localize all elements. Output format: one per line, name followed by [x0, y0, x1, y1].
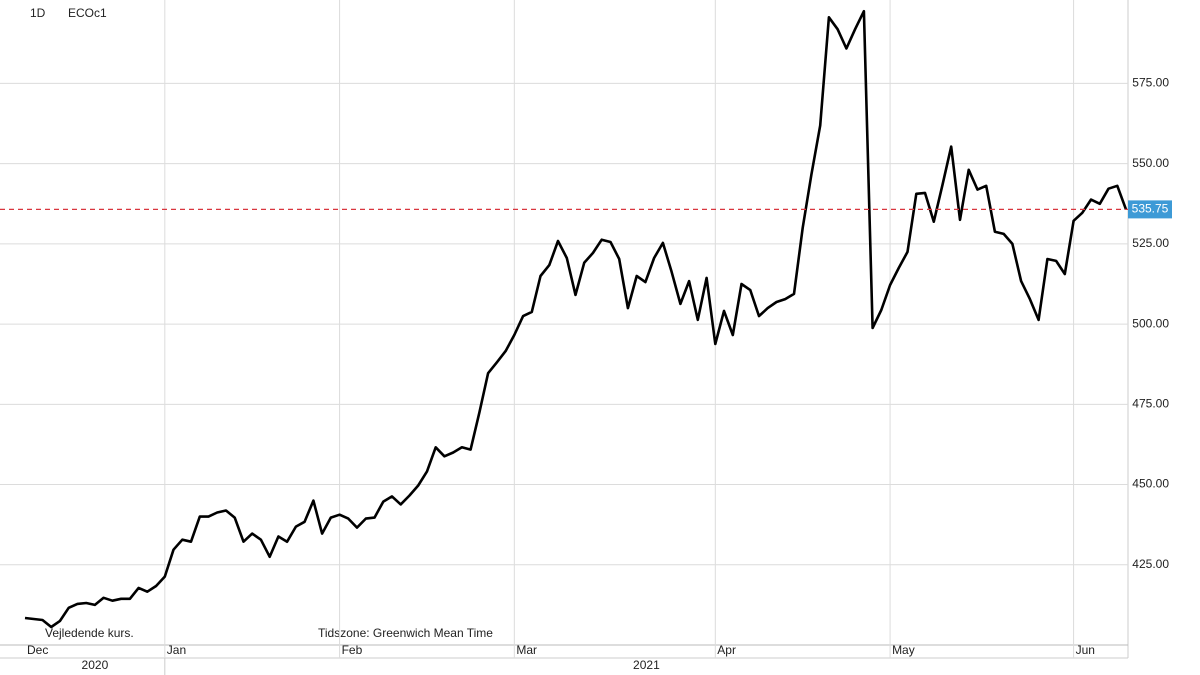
year-label: 2021: [633, 658, 660, 672]
note: Vejledende kurs.: [45, 626, 134, 640]
x-tick-label: Jan: [167, 643, 186, 657]
x-tick-label: Feb: [342, 643, 363, 657]
x-tick-label: Mar: [516, 643, 537, 657]
price-line: [24, 9, 1128, 629]
timezone: Tidszone: Greenwich Mean Time: [318, 626, 493, 640]
last-value-box: [1128, 200, 1172, 219]
y-tick-label: 550.00: [1132, 156, 1169, 170]
interval: 1D: [30, 6, 46, 20]
year-label: 2020: [82, 658, 109, 672]
grid: [0, 0, 1128, 658]
y-tick-label: 450.00: [1132, 477, 1169, 491]
symbol: ECOc1: [68, 6, 107, 20]
x-tick-label: May: [892, 643, 915, 657]
x-tick-label: Apr: [717, 643, 736, 657]
y-tick-label: 575.00: [1132, 76, 1169, 90]
y-tick-label: 500.00: [1132, 316, 1169, 330]
last-value-label: 535.75: [1132, 202, 1169, 216]
y-tick-label: 525.00: [1132, 236, 1169, 250]
y-tick-label: 425.00: [1132, 557, 1169, 571]
y-tick-label: 475.00: [1132, 397, 1169, 411]
x-tick-label: Jun: [1076, 643, 1095, 657]
x-tick-label: Dec: [27, 643, 48, 657]
